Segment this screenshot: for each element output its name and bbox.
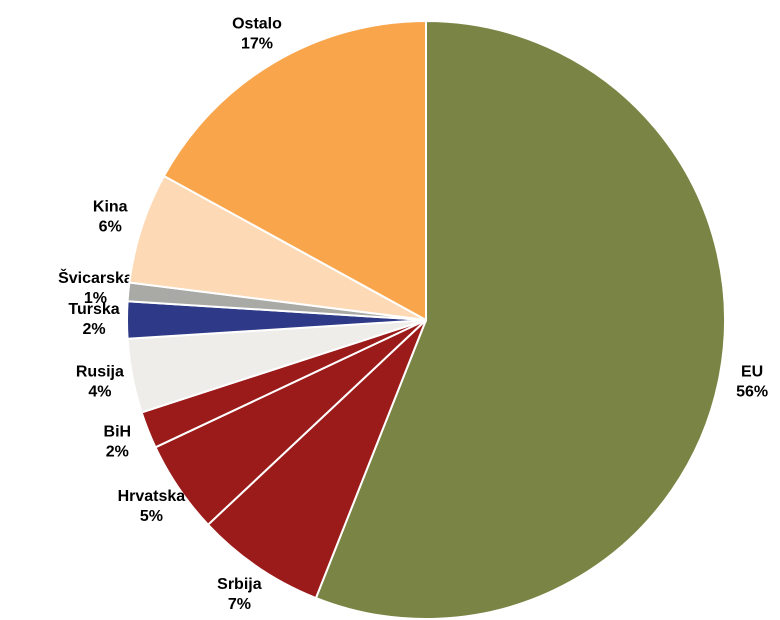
pie-slice <box>162 19 427 322</box>
slice-value-label: 2% <box>106 443 129 460</box>
pie-slice <box>314 19 726 620</box>
slice-label: Kina <box>93 199 128 216</box>
slice-label: EU <box>741 363 763 380</box>
slice-label: Rusija <box>76 363 124 380</box>
slice-value-label: 4% <box>88 383 111 400</box>
slice-value-label: 2% <box>82 321 105 338</box>
slice-value-label: 17% <box>241 35 273 52</box>
slice-value-label: 1% <box>84 290 107 307</box>
slice-label: Švicarska <box>58 268 133 287</box>
slice-label: Hrvatska <box>118 488 186 505</box>
slice-label: BiH <box>104 423 132 440</box>
slice-value-label: 56% <box>736 383 768 400</box>
slice-value-label: 7% <box>228 596 251 613</box>
slice-label: Srbija <box>217 576 262 593</box>
pie-slice <box>206 319 427 600</box>
slice-label: Turska <box>68 301 119 318</box>
slice-value-label: 6% <box>99 219 122 236</box>
slice-value-label: 5% <box>140 508 163 525</box>
slice-label: Ostalo <box>232 15 282 32</box>
